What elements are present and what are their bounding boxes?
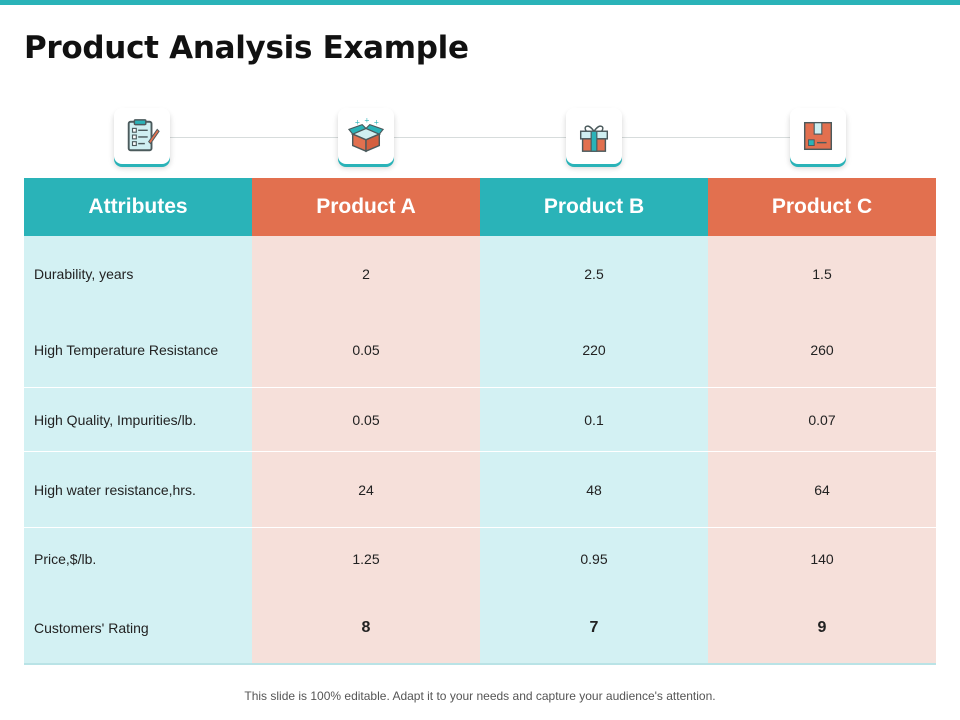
gift-icon (566, 108, 622, 164)
cell-product-a: 0.05 (252, 312, 480, 388)
cell-product-b: 48 (480, 452, 708, 528)
cell-product-b: 0.95 (480, 528, 708, 590)
top-accent-bar (0, 0, 960, 5)
checklist-icon (114, 108, 170, 164)
cell-product-b: 220 (480, 312, 708, 388)
row-attribute: Durability, years (24, 236, 252, 312)
cell-product-b: 2.5 (480, 236, 708, 312)
svg-text:+: + (374, 119, 380, 127)
header-product-c: Product C (708, 178, 936, 236)
cell-product-b: 0.1 (480, 388, 708, 452)
open-box-icon: + + + (338, 108, 394, 164)
row-attribute: High water resistance,hrs. (24, 452, 252, 528)
package-icon (790, 108, 846, 164)
svg-text:+: + (364, 117, 370, 125)
cell-product-c: 260 (708, 312, 936, 388)
cell-product-c: 64 (708, 452, 936, 528)
cell-product-c: 0.07 (708, 388, 936, 452)
table-bottom-border (24, 663, 936, 665)
cell-product-a: 0.05 (252, 388, 480, 452)
header-attributes: Attributes (24, 178, 252, 236)
cell-product-c: 1.5 (708, 236, 936, 312)
header-product-b: Product B (480, 178, 708, 236)
page-title: Product Analysis Example (24, 30, 469, 66)
row-attribute: Price,$/lb. (24, 528, 252, 590)
cell-product-a: 8 (252, 590, 480, 665)
header-product-a: Product A (252, 178, 480, 236)
footer-note: This slide is 100% editable. Adapt it to… (244, 689, 716, 703)
svg-text:+: + (355, 119, 361, 127)
cell-product-b: 7 (480, 590, 708, 665)
cell-product-c: 140 (708, 528, 936, 590)
row-attribute: Customers' Rating (24, 590, 252, 665)
cell-product-c: 9 (708, 590, 936, 665)
row-attribute: High Quality, Impurities/lb. (24, 388, 252, 452)
cell-product-a: 2 (252, 236, 480, 312)
comparison-table: Attributes Product A Product B Product C… (24, 178, 936, 665)
cell-product-a: 24 (252, 452, 480, 528)
icon-connector-line (142, 137, 822, 138)
cell-product-a: 1.25 (252, 528, 480, 590)
row-attribute: High Temperature Resistance (24, 312, 252, 388)
